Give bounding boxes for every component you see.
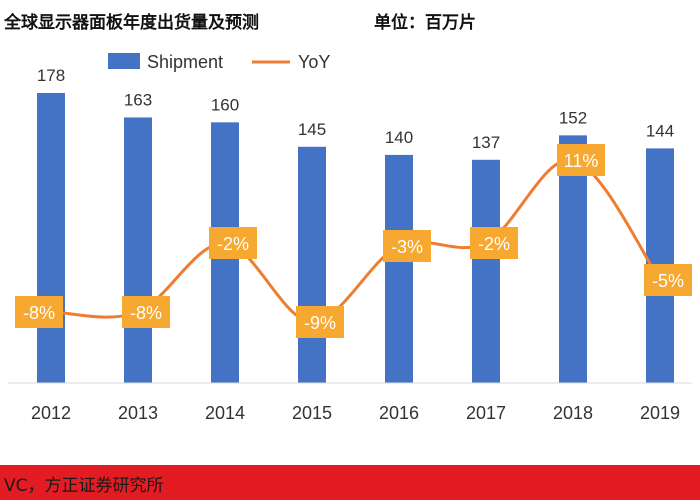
yoy-label-2015: -9% <box>304 313 336 333</box>
yoy-label-box-2015 <box>296 306 344 338</box>
bar-value-label-2012: 178 <box>37 66 65 85</box>
yoy-label-2016: -3% <box>391 237 423 257</box>
bar-value-label-2014: 160 <box>211 95 239 114</box>
legend-swatch-shipment <box>108 53 140 69</box>
yoy-label-2014: -2% <box>217 234 249 254</box>
yoy-label-box-2017 <box>470 227 518 259</box>
legend-label-yoy: YoY <box>298 52 330 72</box>
source-footer-bar <box>0 465 700 500</box>
yoy-label-box-2014 <box>209 227 257 259</box>
yoy-label-box-2016 <box>383 230 431 262</box>
bar-2015 <box>298 146 326 383</box>
yoy-label-box-2013 <box>122 296 170 328</box>
bar-value-label-2016: 140 <box>385 128 413 147</box>
x-tick-label-2014: 2014 <box>205 403 245 423</box>
bar-value-label-2015: 145 <box>298 120 326 139</box>
x-tick-label-2019: 2019 <box>640 403 680 423</box>
legend-label-shipment: Shipment <box>147 52 223 72</box>
x-tick-label-2018: 2018 <box>553 403 593 423</box>
bar-value-label-2019: 144 <box>646 121 674 140</box>
x-tick-label-2012: 2012 <box>31 403 71 423</box>
bar-2017 <box>472 159 500 383</box>
x-tick-label-2016: 2016 <box>379 403 419 423</box>
x-tick-label-2017: 2017 <box>466 403 506 423</box>
yoy-label-box-2019 <box>644 264 692 296</box>
yoy-label-box-2012 <box>15 296 63 328</box>
bar-2012 <box>37 93 65 383</box>
x-tick-label-2015: 2015 <box>292 403 332 423</box>
bar-2013 <box>124 117 152 383</box>
bar-2016 <box>385 154 413 383</box>
yoy-label-2019: -5% <box>652 271 684 291</box>
x-tick-label-2013: 2013 <box>118 403 158 423</box>
yoy-label-box-2018 <box>557 144 605 176</box>
chart-title: 全球显示器面板年度出货量及预测 <box>4 13 259 33</box>
source-text: VC，方正证券研究所 <box>4 476 164 496</box>
bar-value-label-2017: 137 <box>472 133 500 152</box>
unit-label: 单位：百万片 <box>374 13 476 33</box>
yoy-label-2013: -8% <box>130 303 162 323</box>
bar-value-label-2013: 163 <box>124 90 152 109</box>
yoy-label-2018: 11% <box>564 151 599 171</box>
yoy-label-2017: -2% <box>478 234 510 254</box>
yoy-label-2012: -8% <box>23 303 55 323</box>
bar-value-label-2018: 152 <box>559 108 587 127</box>
bar-2018 <box>559 135 587 383</box>
